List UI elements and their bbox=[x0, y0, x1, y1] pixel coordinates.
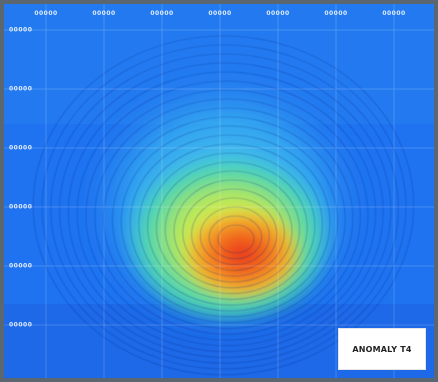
contour-ring bbox=[138, 143, 323, 306]
contour-ring bbox=[191, 197, 278, 271]
anomaly-label-box: ANOMALY T4 bbox=[338, 328, 426, 370]
x-tick-label: 00000 bbox=[34, 10, 58, 17]
anomaly-label: ANOMALY T4 bbox=[352, 344, 412, 354]
contour-ring bbox=[68, 71, 384, 352]
contour-ring bbox=[217, 224, 255, 254]
x-tick-label: 00000 bbox=[266, 10, 290, 17]
contour-ring bbox=[208, 215, 262, 260]
contour-ring bbox=[41, 44, 407, 370]
x-tick-label: 00000 bbox=[92, 10, 116, 17]
contour-ring bbox=[50, 53, 399, 364]
contour-ring bbox=[112, 116, 346, 323]
contour-ring bbox=[156, 161, 308, 294]
y-tick-label: 00000 bbox=[9, 203, 33, 211]
x-tick-label: 00000 bbox=[208, 10, 232, 17]
contour-ring bbox=[76, 80, 376, 347]
y-tick-label: 00000 bbox=[9, 85, 33, 93]
contour-ring bbox=[32, 35, 414, 376]
x-tick-label: 00000 bbox=[324, 10, 348, 17]
y-tick-label: 00000 bbox=[9, 262, 33, 270]
x-tick-label: 00000 bbox=[382, 10, 406, 17]
contour-ring bbox=[173, 179, 293, 283]
y-tick-label: 00000 bbox=[9, 144, 33, 152]
contour-ring bbox=[182, 188, 285, 277]
y-tick-label: 00000 bbox=[9, 26, 33, 34]
contour-ring bbox=[120, 125, 338, 318]
grid-lines bbox=[4, 4, 434, 378]
heatmap-canvas bbox=[4, 4, 434, 378]
contour-ring bbox=[164, 170, 300, 289]
anomaly-map: 00000 00000 00000 00000 00000 00000 0000… bbox=[4, 4, 434, 378]
contour-ring bbox=[129, 134, 331, 312]
contour-ring bbox=[94, 98, 361, 335]
x-tick-label: 00000 bbox=[150, 10, 174, 17]
contour-lines bbox=[32, 35, 414, 376]
contour-ring bbox=[103, 107, 354, 329]
contour-ring bbox=[85, 89, 369, 341]
contour-ring bbox=[200, 206, 270, 265]
y-tick-label: 00000 bbox=[9, 321, 33, 329]
contour-ring bbox=[59, 62, 392, 358]
contour-ring bbox=[147, 152, 316, 300]
